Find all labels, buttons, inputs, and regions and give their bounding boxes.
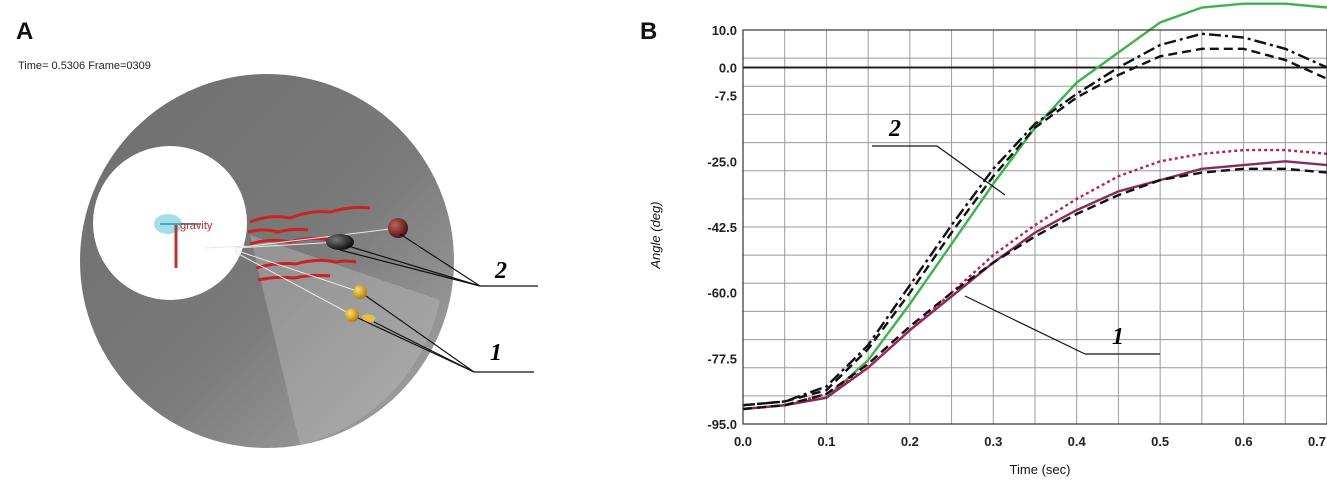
y-tick-label: -25.0 xyxy=(707,154,737,169)
chart-grid xyxy=(742,29,1327,425)
chart-callout-2-leader xyxy=(872,145,1006,196)
callout-1-label: 1 xyxy=(490,340,502,366)
x-tick-label: 0.6 xyxy=(1235,434,1253,449)
y-tick-label: -42.5 xyxy=(707,220,737,235)
y-tick-label: -95.0 xyxy=(707,417,737,432)
origin-axis xyxy=(204,245,246,249)
x-tick-label: 0.3 xyxy=(984,434,1002,449)
x-tick-label: 0.4 xyxy=(1068,434,1087,449)
series-line-group-1-5 xyxy=(742,148,1327,411)
x-tick-label: 0.1 xyxy=(817,434,835,449)
x-tick-label: 0.5 xyxy=(1151,434,1169,449)
gravity-marker xyxy=(154,214,200,268)
plot-frame xyxy=(742,29,1327,425)
plot-border xyxy=(742,29,1327,425)
y-tick-label: 10.0 xyxy=(712,23,737,38)
panel-a-letter: A xyxy=(16,18,34,45)
y-axis-label: Angle (deg) xyxy=(648,201,663,269)
y-tick-label: -7.5 xyxy=(715,89,737,104)
chart-callout-1-label: 1 xyxy=(1112,324,1124,350)
callout-2-leaders xyxy=(339,233,538,287)
disk-highlight xyxy=(250,235,440,445)
chart-callout-2-label: 2 xyxy=(888,116,901,142)
link-lines xyxy=(234,227,399,316)
callout-2-label: 2 xyxy=(494,258,507,284)
ball-trail xyxy=(362,314,376,323)
y-tick-label: -77.5 xyxy=(707,351,737,366)
x-axis-label: Time (sec) xyxy=(1010,462,1071,477)
callout-1-leaders xyxy=(357,295,534,373)
series-line-group-2-2 xyxy=(742,32,1327,407)
panel-b-letter: B xyxy=(640,18,658,45)
x-tick-labels: 0.0 0.1 0.2 0.3 0.4 0.5 0.6 0.7 xyxy=(734,434,1326,449)
time-frame-readout: Time= 0.5306 Frame=0309 xyxy=(18,60,151,72)
y-tick-label: 0.0 xyxy=(719,61,737,76)
series-line-group-1-4 xyxy=(742,160,1327,411)
chart-series xyxy=(742,2,1327,411)
angle-time-chart: 10.00.0-7.5-25.0-42.5-60.0-77.5-95.0 0.0… xyxy=(648,2,1327,477)
y-tick-labels: 10.0 0.0 -7.5 -25.0 -42.5 -60.0 -77.5 -95.0 xyxy=(707,23,737,432)
series-line-group-2-3 xyxy=(742,47,1327,407)
x-tick-label: 0.0 xyxy=(734,434,752,449)
ball-marker-lower-2 xyxy=(345,308,359,322)
simulation-scene: gravity 2 1 xyxy=(80,74,538,448)
y-tick-label: -60.0 xyxy=(707,286,737,301)
x-tick-label: 0.7 xyxy=(1308,434,1326,449)
gravity-label: gravity xyxy=(180,220,213,232)
chart-callout-1-leader xyxy=(964,295,1160,355)
x-tick-label: 0.2 xyxy=(901,434,919,449)
ball-marker-top xyxy=(388,218,408,238)
ball-marker-lower-1 xyxy=(353,285,367,299)
series-line-group-1-6 xyxy=(742,167,1327,411)
ball-marker-middle xyxy=(326,234,354,250)
